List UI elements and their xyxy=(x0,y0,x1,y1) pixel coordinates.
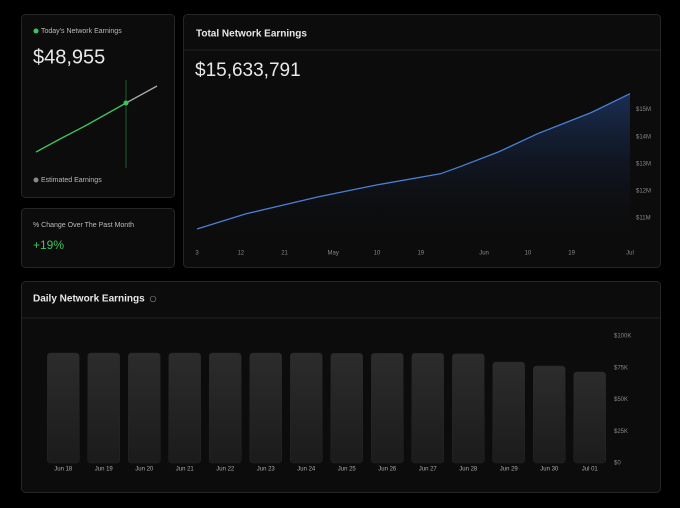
x-tick-label: Jun 22 xyxy=(216,467,235,473)
x-tick-label: Jun 18 xyxy=(54,467,73,473)
x-tick-label: Jun 20 xyxy=(135,467,154,473)
y-tick-label: $14M xyxy=(636,134,651,140)
bar xyxy=(87,352,120,464)
x-tick-label: Jun 30 xyxy=(540,467,559,473)
bar xyxy=(249,352,282,464)
area xyxy=(197,93,630,245)
x-tick-label: Jul 01 xyxy=(582,467,599,473)
bar xyxy=(290,352,323,464)
today-card xyxy=(21,14,175,198)
x-tick-label: 3 xyxy=(195,251,199,257)
daily-title: Daily Network Earnings xyxy=(33,294,145,305)
estimate-label: Estimated Earnings xyxy=(41,177,102,184)
x-tick-label: Jun xyxy=(479,251,489,257)
bar xyxy=(128,352,161,464)
bar xyxy=(411,353,444,464)
daily-chart: $0 $25K $50K $75K $100K Jun 18 Jun 19 Jun 20 Jun… xyxy=(47,334,631,473)
change-label: % Change Over The Past Month xyxy=(33,222,134,229)
cursor-dot xyxy=(123,100,129,106)
x-tick-label: Jun 19 xyxy=(95,467,114,473)
bar xyxy=(573,371,606,464)
bar xyxy=(452,353,485,464)
x-tick-label: Jun 27 xyxy=(419,467,438,473)
x-tick-label: May xyxy=(328,251,339,257)
estimate-line xyxy=(125,85,158,104)
x-tick-label: Jun 21 xyxy=(176,467,195,473)
x-tick-label: Jun 29 xyxy=(500,467,519,473)
y-tick-label: $12M xyxy=(636,188,651,194)
bar xyxy=(209,352,242,464)
x-tick-label: Jun 25 xyxy=(338,467,357,473)
x-tick-label: Jun 23 xyxy=(257,467,276,473)
x-tick-label: 12 xyxy=(237,251,244,257)
info-icon[interactable] xyxy=(149,295,157,303)
y-tick-label: $100K xyxy=(614,334,631,340)
change-value: +19% xyxy=(33,238,64,252)
total-chart: $11M $12M $13M $14M $15M 3 12 21 May 10 19 Jun 10 19 J… xyxy=(195,93,651,257)
y-tick-label: $25K xyxy=(614,429,628,435)
today-value: $48,955 xyxy=(33,46,105,68)
x-tick-label: 21 xyxy=(281,251,288,257)
total-value: $15,633,791 xyxy=(195,60,301,81)
bar xyxy=(168,352,201,464)
y-tick-label: $13M xyxy=(636,161,651,167)
x-tick-label: Jun 24 xyxy=(297,467,316,473)
total-title: Total Network Earnings xyxy=(196,29,307,40)
x-tick-label: Jun 26 xyxy=(378,467,397,473)
y-tick-label: $75K xyxy=(614,365,628,371)
bar xyxy=(371,353,404,464)
y-tick-label: $0 xyxy=(614,461,621,467)
x-tick-label: 19 xyxy=(568,251,575,257)
bar xyxy=(330,353,363,464)
change-card xyxy=(21,208,175,268)
x-tick-label: 10 xyxy=(374,251,381,257)
today-label: Today's Network Earnings xyxy=(41,28,122,35)
today-line xyxy=(35,102,127,153)
y-tick-label: $50K xyxy=(614,397,628,403)
bar xyxy=(533,365,566,464)
bar xyxy=(47,352,80,464)
legend-dot xyxy=(33,177,39,183)
legend-dot xyxy=(33,28,39,34)
x-tick-label: Jun 28 xyxy=(459,467,478,473)
bar xyxy=(492,361,525,464)
x-tick-label: 10 xyxy=(524,251,531,257)
x-tick-label: Jul xyxy=(626,251,634,257)
y-tick-label: $11M xyxy=(636,216,651,222)
line xyxy=(196,93,631,230)
y-tick-label: $15M xyxy=(636,107,651,113)
x-tick-label: 19 xyxy=(417,251,424,257)
